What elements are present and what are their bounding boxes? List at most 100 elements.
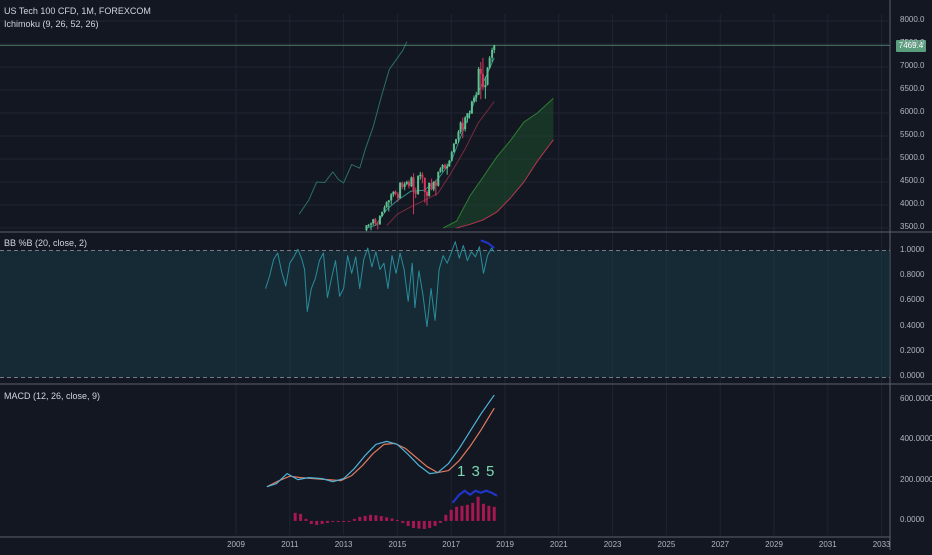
macd-histogram-bar <box>455 506 459 521</box>
candle-body <box>477 68 480 95</box>
candle-body <box>481 73 484 88</box>
candle-body <box>488 57 491 68</box>
y-tick-label: 0.8000 <box>900 269 925 279</box>
macd-histogram-bar <box>422 520 426 529</box>
chikou-span <box>298 41 408 215</box>
ichimoku-cloud <box>443 98 554 228</box>
macd-histogram-bar <box>342 520 346 522</box>
candle-body <box>468 113 471 115</box>
macd-histogram-bar <box>363 515 367 521</box>
macd-histogram-bar <box>476 496 480 521</box>
macd-histogram-bar <box>325 520 329 523</box>
macd-histogram-bar <box>299 513 303 521</box>
candle-body <box>446 166 449 169</box>
candle-body <box>401 182 404 188</box>
y-tick-label: 0.0000 <box>900 371 925 381</box>
y-tick-label: 0.2000 <box>900 346 925 356</box>
macd-histogram-bar <box>417 520 421 529</box>
candle-body <box>434 182 437 186</box>
candle-body <box>486 67 489 85</box>
y-tick-label: 1.0000 <box>900 244 925 254</box>
candle-body <box>387 200 390 203</box>
bb-legend[interactable]: BB %B (20, close, 2) <box>4 238 88 248</box>
y-tick-label: 400.0000 <box>900 434 932 444</box>
candle-body <box>479 68 482 74</box>
candle-body <box>493 45 496 50</box>
candle-body <box>439 168 442 172</box>
candle-body <box>455 139 458 144</box>
y-tick-label: 4500.0 <box>900 176 925 185</box>
candle-body <box>383 207 386 212</box>
x-tick-label: 2023 <box>603 540 622 549</box>
macd-histogram-bar <box>412 520 416 528</box>
macd-histogram-bar <box>487 505 491 521</box>
y-tick-label: 0.0000 <box>900 514 925 524</box>
x-tick-label: 2015 <box>388 540 407 549</box>
candle-body <box>412 177 415 192</box>
candle-body <box>392 191 395 195</box>
wave-count-annotation[interactable]: 1 3 5 <box>457 463 496 480</box>
macd-histogram-bar <box>358 516 362 521</box>
candle-body <box>444 164 447 169</box>
candle-body <box>423 177 426 193</box>
kijun-sen <box>386 101 495 227</box>
candle-body <box>394 191 397 194</box>
macd-histogram-bar <box>438 520 442 523</box>
candle-body <box>407 182 410 187</box>
x-tick-label: 2009 <box>227 540 245 549</box>
candle-body <box>419 174 422 177</box>
y-tick-label: 7500.0 <box>900 38 925 47</box>
candle-body <box>421 174 424 178</box>
macd-histogram-bar <box>492 506 496 521</box>
candle-body <box>475 94 478 98</box>
candle-body <box>450 152 453 161</box>
macd-histogram-bar <box>309 520 313 524</box>
macd-histogram-bar <box>320 520 324 524</box>
chart-title: US Tech 100 CFD, 1M, FOREXCOM <box>4 6 151 16</box>
macd-histogram-bar <box>331 520 335 522</box>
macd-histogram-bar <box>428 520 432 528</box>
macd-histogram-bar <box>390 518 394 521</box>
candle-body <box>484 84 487 88</box>
y-tick-label: 5000.0 <box>900 153 925 162</box>
last-price-tag: 7469.4 <box>896 40 926 52</box>
y-tick-label: 200.0000 <box>900 474 932 484</box>
macd-histogram-bar <box>433 520 437 526</box>
y-tick-label: 4000.0 <box>900 199 925 208</box>
candle-body <box>365 225 368 231</box>
x-tick-label: 2025 <box>657 540 676 549</box>
y-tick-label: 5500.0 <box>900 130 925 139</box>
candle-body <box>396 193 399 199</box>
x-tick-label: 2021 <box>549 540 568 549</box>
candle-body <box>432 182 435 190</box>
x-tick-label: 2013 <box>334 540 353 549</box>
candle-body <box>370 223 373 225</box>
macd-histogram-bar <box>352 518 356 521</box>
macd-histogram-bar <box>369 514 372 521</box>
candle-body <box>405 182 408 184</box>
candle-body <box>452 143 455 153</box>
macd-histogram-bar <box>465 504 469 521</box>
candle-body <box>367 224 370 226</box>
x-tick-label: 2033 <box>872 540 891 549</box>
macd-legend[interactable]: MACD (12, 26, close, 9) <box>4 391 101 401</box>
macd-histogram-bar <box>401 520 405 523</box>
candle-body <box>491 49 494 58</box>
macd-histogram-bar <box>444 514 448 521</box>
macd-histogram-bar <box>379 516 383 521</box>
candle-body <box>378 216 381 225</box>
candle-body <box>448 160 451 167</box>
x-tick-label: 2027 <box>711 540 730 549</box>
y-tick-label: 6500.0 <box>900 84 925 93</box>
macd-histogram-bar <box>471 502 475 521</box>
macd-line <box>266 394 495 488</box>
y-tick-label: 0.6000 <box>900 295 925 305</box>
macd-histogram-bar <box>374 515 378 521</box>
y-tick-label: 600.0000 <box>900 394 932 404</box>
y-tick-label: 0.4000 <box>900 320 925 330</box>
ichimoku-legend[interactable]: Ichimoku (9, 26, 52, 26) <box>4 19 99 29</box>
macd-histogram-bar <box>385 517 389 521</box>
y-tick-label: 6000.0 <box>900 107 925 116</box>
